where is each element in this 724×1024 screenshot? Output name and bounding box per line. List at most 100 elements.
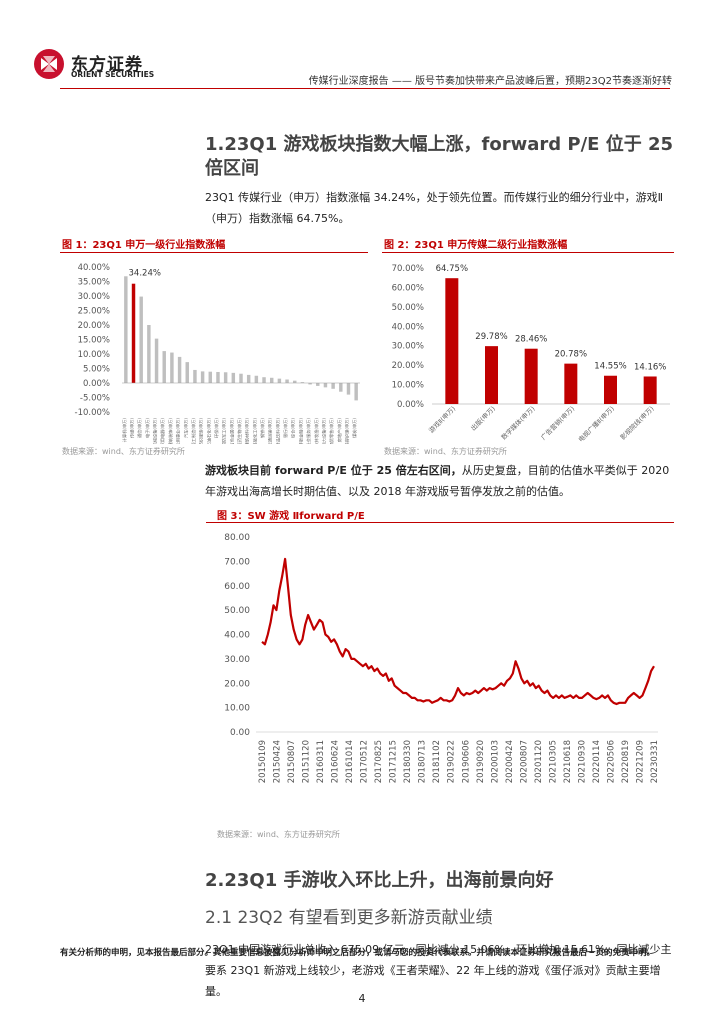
bar <box>177 356 182 383</box>
figure-1-chart: 40.00% 35.00% 30.00% 25.00% 20.00% 15.00% 10.0… <box>75 263 360 444</box>
bar <box>193 369 197 383</box>
data-label: 28.46% <box>515 335 547 345</box>
x-tick-label: 银行(申万) <box>282 418 289 438</box>
x-tick-label: 电力设备(申万) <box>320 418 327 444</box>
y-tick-label: 0.00% <box>397 400 424 410</box>
y-tick-label: 60.00% <box>392 283 424 293</box>
y-tick-label: 50.00 <box>224 606 250 616</box>
bar <box>185 362 189 383</box>
x-tick-label: 钢铁(申万) <box>259 418 266 438</box>
bar <box>604 375 617 404</box>
bar <box>308 383 312 385</box>
x-tick-label: 广告营销(申万) <box>539 404 577 442</box>
section-2-paragraph: 23Q1 中国游戏行业总收入 675.09 亿元，同比减少 15.06%，环比增… <box>205 943 672 998</box>
y-tick-label: 5.00% <box>83 365 110 375</box>
bar <box>269 377 274 383</box>
bar <box>293 380 297 383</box>
x-tick-label: 20210930 <box>577 740 587 783</box>
data-label: 34.24% <box>129 269 161 279</box>
bar <box>239 373 243 383</box>
x-tick-label: 基础化工(申万) <box>251 418 258 444</box>
bar <box>200 371 205 383</box>
figure-3-chart: 80.00 70.00 60.00 50.00 40.00 30.00 20.00 10.00… <box>224 533 660 783</box>
y-tick-label: 25.00% <box>78 307 110 317</box>
y-tick-label: 50.00% <box>392 303 424 313</box>
y-tick-label: 70.00 <box>224 557 250 567</box>
figure-2-source: 数据来源：wind、东方证券研究所 <box>384 447 507 456</box>
bar <box>262 377 266 383</box>
figure-1-caption: 图 1：23Q1 申万一级行业指数涨幅 <box>62 240 226 251</box>
y-tick-label: -5.00% <box>80 394 110 404</box>
bar <box>208 371 213 383</box>
y-tick-label: 10.00 <box>224 704 250 714</box>
figure-2-chart: 70.00% 60.00% 50.00% 40.00% 30.00% 20.00% 10.0… <box>392 264 670 444</box>
bar <box>170 352 174 383</box>
x-tick-label: 20230331 <box>650 740 660 783</box>
series-line <box>261 557 655 706</box>
x-tick-label: 20190606 <box>461 740 471 783</box>
x-tick-label: 非银金融(申万) <box>297 418 304 444</box>
data-label: 14.55% <box>594 362 626 372</box>
bar <box>339 383 343 392</box>
x-tick-label: 纺织服饰(申万) <box>198 418 205 444</box>
paragraph-2-bold: 游戏板块目前 forward P/E 位于 25 倍左右区间， <box>205 464 462 477</box>
brand-mark-icon <box>34 49 64 79</box>
bar <box>524 348 538 404</box>
bar <box>485 346 498 404</box>
x-tick-label: 20221209 <box>635 740 645 783</box>
bar <box>147 325 151 383</box>
figure-3-divider <box>206 522 674 523</box>
x-tick-label: 20150424 <box>273 740 283 783</box>
x-tick-label: 交通运输(申万) <box>267 418 274 444</box>
x-tick-label: 国防军工(申万) <box>221 418 228 444</box>
x-tick-label: 20180713 <box>418 740 428 783</box>
y-tick-label: 20.00% <box>78 321 110 331</box>
y-tick-label: 10.00% <box>392 381 424 391</box>
x-tick-label: 煤炭(申万) <box>351 418 358 438</box>
section-1-title: 1.23Q1 游戏板块指数大幅上涨，forward P/E 位于 25 倍区间 <box>205 134 674 179</box>
x-tick-label: 20170512 <box>360 740 370 783</box>
bar <box>316 383 320 386</box>
y-tick-label: 80.00 <box>224 533 250 543</box>
bar <box>331 383 335 389</box>
x-tick-label: 20150109 <box>258 740 268 783</box>
x-tick-label: 综合(申万) <box>290 418 297 438</box>
bar <box>346 383 351 395</box>
x-tick-label: 商贸零售(申万) <box>328 418 335 444</box>
y-tick-label: 20.00 <box>224 679 250 689</box>
x-tick-label: 公用事业(申万) <box>175 418 182 444</box>
bar <box>216 371 220 383</box>
x-tick-label: 房地产(申万) <box>336 418 343 443</box>
x-tick-label: 环保(申万) <box>213 418 220 438</box>
x-tick-label: 20170825 <box>374 740 384 783</box>
x-tick-label: 计算机(申万) <box>121 418 128 443</box>
brand-name-cn: 东方证券 <box>71 55 143 75</box>
x-tick-label: 通信(申万) <box>136 418 143 438</box>
report-header-title: 传媒行业深度报告 —— 版号节奏加快带来产品波峰后置，预期23Q2节奏逐渐好转 <box>308 76 672 87</box>
y-tick-label: 60.00 <box>224 582 250 592</box>
bar <box>223 372 228 383</box>
section-2-1-title: 2.1 23Q2 有望看到更多新游贡献业绩 <box>205 908 493 928</box>
brand-name-en: ORIENT SECURITIES <box>71 70 155 79</box>
bar <box>643 376 657 404</box>
x-tick-label: 20171215 <box>389 740 399 783</box>
y-tick-label: 0.00 <box>230 728 250 738</box>
x-tick-label: 游戏Ⅱ(申万) <box>427 404 458 435</box>
x-tick-label: 20220114 <box>592 740 602 783</box>
y-tick-label: 40.00% <box>392 322 424 332</box>
paragraph-2: 游戏板块目前 forward P/E 位于 25 倍左右区间，从历史复盘，目前的… <box>205 460 675 502</box>
x-tick-label: 20150807 <box>287 740 297 783</box>
y-tick-label: -10.00% <box>75 408 110 418</box>
bar <box>564 363 578 404</box>
data-label: 29.78% <box>475 332 507 342</box>
x-tick-label: 出版(申万) <box>469 404 497 432</box>
x-tick-label: 建筑材料(申万) <box>244 418 251 444</box>
figure-2-divider <box>382 252 674 253</box>
data-label: 64.75% <box>436 264 468 274</box>
x-tick-label: 影视院线(申万) <box>618 404 656 442</box>
x-tick-label: 轻工制造(申万) <box>190 418 197 444</box>
x-tick-label: 汽车(申万) <box>182 418 189 438</box>
bar <box>277 378 282 383</box>
brand-logo: 东方证券 ORIENT SECURITIES <box>33 48 159 84</box>
x-tick-label: 石油石化(申万) <box>205 418 212 444</box>
